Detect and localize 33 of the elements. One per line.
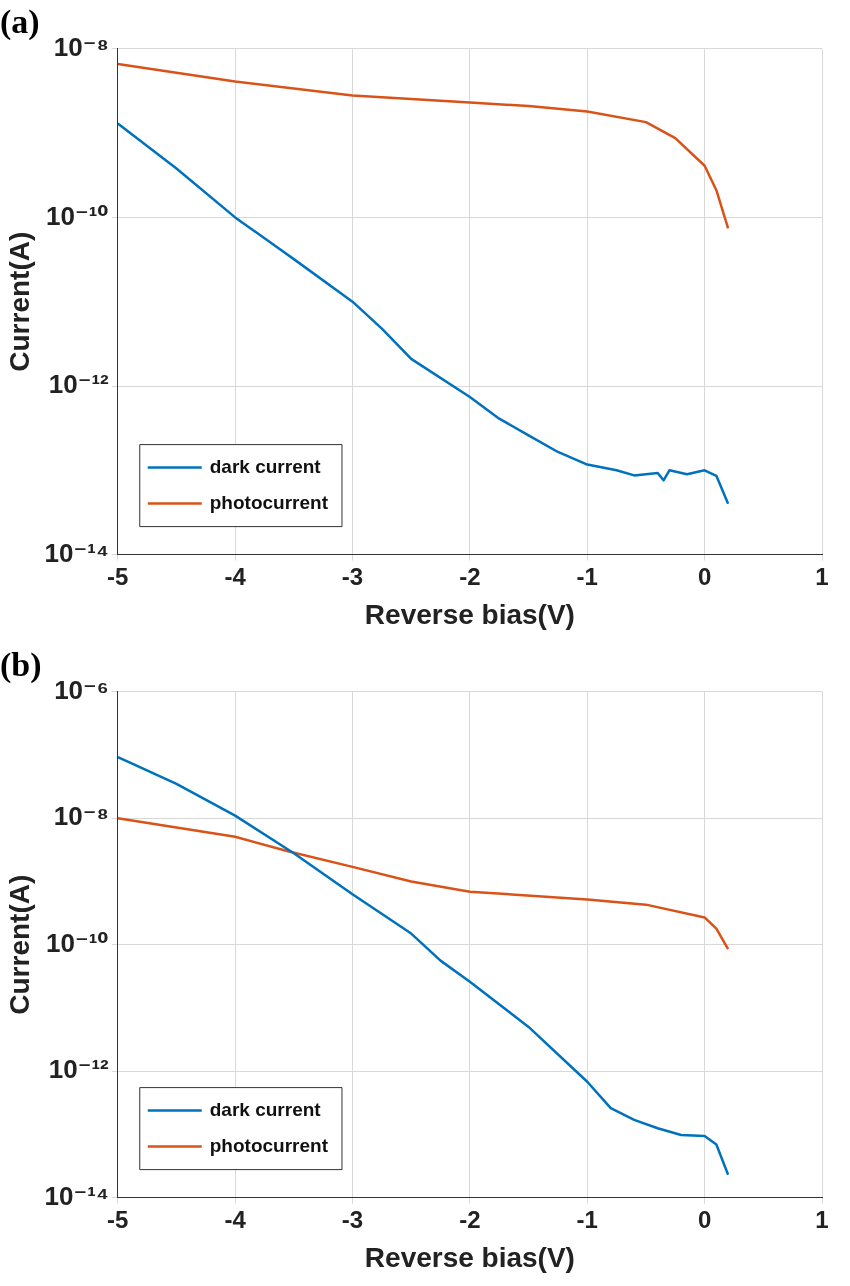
y-tick-label: 10⁻⁸ bbox=[53, 31, 109, 62]
x-axis-title: Reverse bias(V) bbox=[364, 598, 575, 630]
y-tick-label: 10⁻¹² bbox=[48, 1054, 110, 1085]
legend-label: photocurrent bbox=[209, 491, 329, 513]
y-tick-label: 10⁻⁶ bbox=[54, 674, 109, 705]
legend-label: photocurrent bbox=[209, 1134, 329, 1156]
y-tick-label: 10⁻¹⁴ bbox=[44, 1180, 109, 1211]
chart-title: (b) bbox=[0, 646, 42, 685]
y-tick-label: 10⁻¹⁴ bbox=[44, 537, 109, 568]
x-tick-label: -5 bbox=[107, 562, 129, 590]
y-tick-label: 10⁻¹⁰ bbox=[46, 200, 109, 231]
x-tick-label: -2 bbox=[459, 1205, 481, 1233]
x-tick-label: 0 bbox=[697, 1205, 712, 1233]
y-tick-label: 10⁻¹⁰ bbox=[46, 927, 109, 958]
x-tick-label: -4 bbox=[224, 562, 247, 590]
x-tick-label: 1 bbox=[815, 562, 829, 590]
y-axis-title: Current(A) bbox=[3, 874, 35, 1015]
chart-title: (a) bbox=[0, 3, 40, 42]
x-tick-label: -3 bbox=[341, 562, 364, 590]
y-axis-title: Current(A) bbox=[3, 231, 35, 372]
x-tick-label: -1 bbox=[576, 562, 598, 590]
x-tick-label: -3 bbox=[341, 1205, 364, 1233]
x-tick-label: -1 bbox=[576, 1205, 598, 1233]
y-tick-label: 10⁻¹² bbox=[48, 369, 110, 400]
legend-label: dark current bbox=[209, 1098, 322, 1120]
x-tick-label: -2 bbox=[459, 562, 481, 590]
x-tick-label: -5 bbox=[107, 1205, 129, 1233]
x-tick-label: 0 bbox=[697, 562, 712, 590]
y-tick-label: 10⁻⁸ bbox=[53, 801, 109, 832]
legend-label: dark current bbox=[209, 455, 322, 477]
x-axis-title: Reverse bias(V) bbox=[364, 1241, 575, 1273]
x-tick-label: 1 bbox=[815, 1205, 829, 1233]
x-tick-label: -4 bbox=[224, 1205, 247, 1233]
